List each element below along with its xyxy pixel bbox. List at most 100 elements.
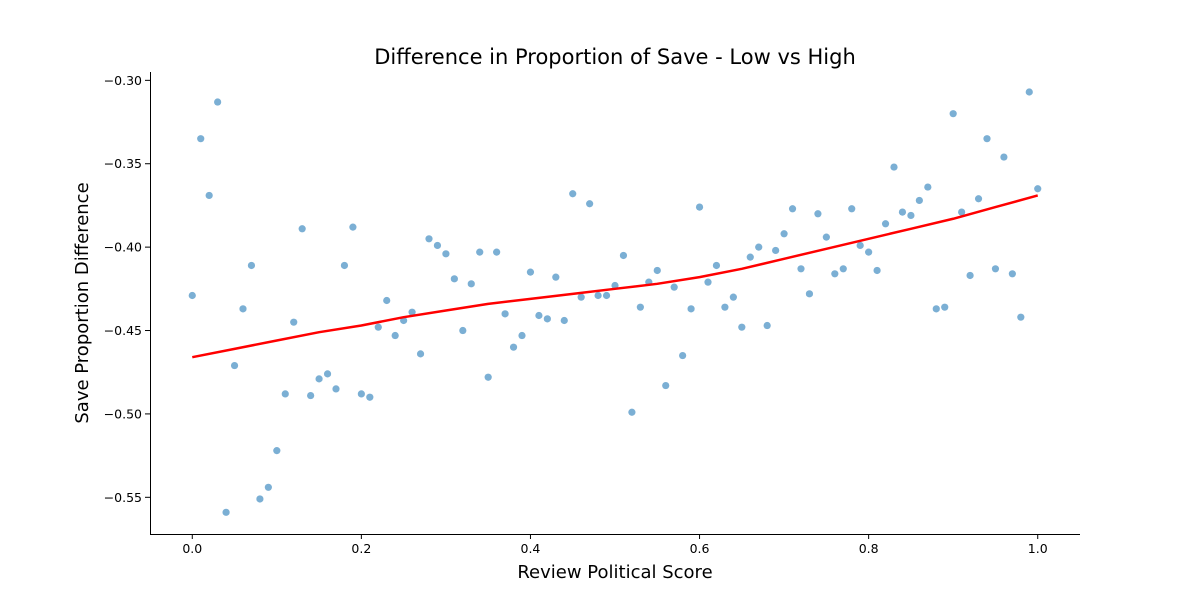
- data-point: [695, 203, 704, 211]
- data-point: [256, 495, 264, 503]
- y-tick-label: −0.30: [104, 73, 142, 88]
- data-point: [366, 393, 374, 401]
- data-point: [653, 266, 661, 275]
- data-point: [805, 290, 814, 298]
- data-point: [467, 280, 475, 288]
- x-tick-label: 0.2: [351, 541, 371, 556]
- data-point: [848, 205, 856, 213]
- x-tick-label: 0.8: [859, 541, 879, 556]
- data-point: [746, 253, 754, 261]
- data-point: [205, 191, 213, 200]
- data-point: [560, 316, 568, 325]
- data-point: [476, 248, 484, 256]
- data-point: [670, 283, 678, 291]
- data-point: [374, 323, 382, 331]
- trend-line: [192, 194, 1039, 359]
- data-point: [416, 350, 425, 358]
- data-point: [509, 343, 518, 351]
- data-point: [383, 296, 391, 305]
- y-tick-label: −0.40: [104, 240, 142, 255]
- data-point: [307, 391, 315, 400]
- data-point: [890, 163, 898, 171]
- data-point: [898, 208, 907, 216]
- data-point: [357, 390, 365, 398]
- data-point: [391, 331, 399, 340]
- data-point: [332, 385, 340, 393]
- data-point: [493, 248, 501, 256]
- x-tick-label: 1.0: [1028, 541, 1048, 556]
- data-point: [704, 278, 712, 286]
- y-tick-label: −0.50: [104, 406, 142, 421]
- data-point: [780, 230, 788, 238]
- data-point: [763, 321, 771, 330]
- y-axis-label: Save Proportion Difference: [72, 182, 93, 423]
- data-point: [729, 293, 737, 301]
- data-point: [577, 293, 585, 301]
- data-point: [839, 265, 847, 273]
- data-point: [425, 235, 433, 243]
- data-point: [1025, 88, 1033, 96]
- data-point: [712, 261, 721, 270]
- x-tick-label: 0.0: [182, 541, 202, 556]
- data-point: [755, 243, 763, 251]
- data-point: [290, 318, 298, 326]
- data-point: [932, 305, 940, 313]
- data-point: [1000, 153, 1008, 161]
- data-point: [222, 508, 230, 516]
- data-point: [484, 373, 492, 381]
- data-point: [569, 190, 577, 198]
- y-tick-label: −0.45: [104, 323, 142, 338]
- data-point: [230, 361, 239, 370]
- data-point: [1034, 185, 1042, 193]
- data-point: [865, 248, 873, 256]
- data-point: [915, 196, 923, 205]
- data-point: [924, 183, 932, 191]
- data-point: [873, 266, 881, 275]
- x-axis-label: Review Political Score: [517, 562, 712, 583]
- y-tick-label: −0.35: [104, 156, 142, 171]
- data-point: [856, 241, 864, 250]
- data-point: [594, 291, 602, 300]
- data-point: [535, 311, 543, 320]
- data-point: [459, 326, 467, 335]
- data-point: [822, 233, 830, 241]
- data-point: [433, 241, 442, 250]
- data-point: [772, 246, 780, 255]
- data-point: [831, 270, 839, 278]
- data-point: [602, 291, 611, 300]
- data-point: [450, 275, 458, 283]
- plot-area: [188, 88, 1042, 516]
- data-point: [273, 447, 281, 455]
- data-point: [941, 303, 949, 311]
- data-point: [1008, 270, 1016, 278]
- data-point: [543, 315, 551, 323]
- data-point: [1017, 313, 1025, 321]
- data-point: [349, 223, 357, 231]
- data-point: [788, 205, 797, 213]
- data-point: [983, 135, 991, 143]
- x-axis-ticks: 0.0 0.2 0.4 0.6 0.8 1.0: [182, 534, 1048, 556]
- y-tick-label: −0.55: [104, 490, 142, 505]
- data-point: [442, 250, 450, 258]
- data-point: [907, 211, 915, 220]
- chart-title: Difference in Proportion of Save - Low v…: [374, 45, 856, 69]
- data-point: [526, 268, 535, 276]
- data-point: [628, 408, 636, 416]
- data-point: [281, 390, 289, 398]
- data-point: [814, 210, 822, 218]
- data-point: [197, 135, 205, 143]
- data-point: [264, 483, 272, 491]
- data-point: [738, 323, 746, 331]
- data-point: [611, 281, 619, 290]
- data-point: [619, 251, 628, 260]
- data-point: [323, 370, 332, 378]
- data-point: [586, 200, 594, 208]
- data-point: [721, 303, 729, 311]
- data-point: [966, 271, 974, 280]
- data-point: [881, 220, 890, 228]
- data-point: [298, 225, 306, 233]
- data-point: [797, 265, 805, 273]
- data-point: [949, 110, 957, 118]
